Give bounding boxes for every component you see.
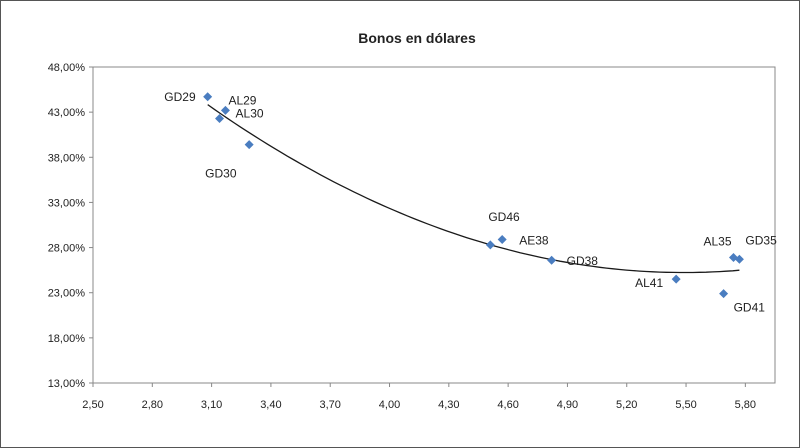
data-point-gd41: [719, 289, 729, 299]
data-label-gd38: GD38: [567, 254, 599, 268]
data-label-ae38: AE38: [519, 233, 549, 247]
y-tick-label: 13,00%: [48, 378, 86, 390]
x-tick-label: 5,20: [616, 399, 637, 411]
data-point-gd38: [547, 255, 557, 265]
plot-area-border: [92, 66, 776, 384]
data-label-al41: AL41: [635, 276, 663, 290]
data-point-ae38: [497, 234, 507, 244]
data-points: [203, 92, 744, 299]
x-tick-label: 4,90: [557, 399, 578, 411]
data-point-al29: [220, 105, 230, 115]
data-point-gd46: [485, 240, 495, 250]
x-tick-label: 4,30: [438, 399, 459, 411]
y-tick-label: 18,00%: [48, 333, 86, 345]
chart-title: Bonos en dólares: [358, 30, 476, 46]
x-tick-label: 5,50: [675, 399, 696, 411]
data-point-gd29: [203, 92, 213, 102]
axes: [89, 66, 776, 387]
x-tick-label: 5,80: [735, 399, 756, 411]
data-label-gd46: GD46: [488, 210, 520, 224]
y-tick-label: 23,00%: [48, 288, 86, 300]
y-tick-label: 38,00%: [48, 152, 86, 164]
data-point-al30: [215, 113, 225, 123]
data-label-gd29: GD29: [164, 90, 196, 104]
y-tick-label: 33,00%: [48, 197, 86, 209]
trendline: [207, 104, 740, 274]
data-point-al41: [671, 274, 681, 284]
data-label-gd30: GD30: [205, 167, 237, 181]
x-tick-label: 2,80: [142, 399, 163, 411]
data-label-al30: AL30: [236, 106, 264, 120]
y-tick-label: 28,00%: [48, 243, 86, 255]
trendline-layer: [207, 104, 740, 274]
x-tick-label: 3,40: [260, 399, 281, 411]
x-tick-label: 3,10: [201, 399, 222, 411]
y-tick-label: 48,00%: [48, 62, 86, 74]
data-label-al29: AL29: [228, 93, 256, 107]
data-point-gd30: [244, 140, 254, 150]
data-point-gd35: [734, 254, 744, 264]
data-label-al35: AL35: [703, 235, 731, 249]
x-tick-label: 4,00: [379, 399, 400, 411]
y-tick-label: 43,00%: [48, 107, 86, 119]
tick-labels: 13,00% 18,00% 23,00% 28,00% 33,00% 38,00% 43,0…: [48, 62, 756, 411]
data-label-gd41: GD41: [734, 301, 766, 315]
x-tick-label: 4,60: [497, 399, 518, 411]
x-tick-label: 2,50: [82, 399, 103, 411]
data-label-gd35: GD35: [745, 233, 777, 247]
x-tick-label: 3,70: [320, 399, 341, 411]
